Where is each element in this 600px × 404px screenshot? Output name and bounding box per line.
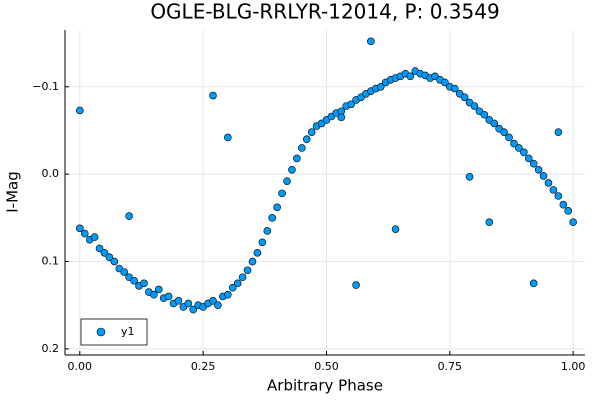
point bbox=[564, 207, 573, 215]
point bbox=[450, 84, 459, 93]
point bbox=[470, 102, 479, 110]
point bbox=[273, 203, 281, 212]
point bbox=[529, 159, 538, 168]
point bbox=[140, 279, 148, 288]
point bbox=[465, 172, 474, 181]
point bbox=[224, 133, 232, 142]
point bbox=[307, 128, 316, 137]
point bbox=[238, 273, 247, 282]
point bbox=[539, 172, 548, 180]
chart-title: OGLE-BLG-RRLYR-12014, P: 0.3549 bbox=[150, 0, 499, 24]
x-tick-label: 1.00 bbox=[561, 360, 586, 373]
point bbox=[544, 179, 553, 187]
point bbox=[376, 82, 385, 91]
x-tick-label: 0.50 bbox=[314, 360, 339, 373]
point bbox=[278, 189, 286, 198]
point bbox=[485, 218, 494, 227]
point bbox=[391, 225, 400, 233]
y-tick-label: −0.1 bbox=[32, 80, 59, 93]
point bbox=[233, 279, 242, 288]
point bbox=[549, 186, 558, 194]
point bbox=[302, 135, 311, 144]
point bbox=[76, 224, 84, 233]
point bbox=[214, 301, 222, 310]
point bbox=[524, 154, 533, 163]
point bbox=[288, 165, 296, 174]
point bbox=[76, 106, 84, 115]
point bbox=[283, 177, 291, 185]
point bbox=[105, 253, 114, 261]
point bbox=[505, 133, 513, 142]
point bbox=[268, 214, 277, 222]
point bbox=[554, 128, 563, 137]
legend-box bbox=[80, 318, 148, 346]
point bbox=[120, 268, 129, 276]
point bbox=[189, 305, 198, 314]
point bbox=[406, 72, 415, 81]
point bbox=[554, 192, 563, 200]
point bbox=[480, 110, 489, 119]
point bbox=[110, 257, 119, 266]
point bbox=[263, 227, 272, 235]
point bbox=[510, 139, 518, 148]
point bbox=[164, 292, 173, 301]
point bbox=[367, 37, 375, 46]
point bbox=[154, 285, 163, 294]
point bbox=[184, 299, 193, 308]
point bbox=[298, 144, 306, 152]
point bbox=[253, 248, 262, 257]
point bbox=[490, 119, 499, 128]
y-axis-label: I-Mag bbox=[4, 171, 22, 213]
point bbox=[293, 154, 301, 163]
point bbox=[559, 200, 568, 209]
x-tick-label: 0.25 bbox=[191, 360, 216, 373]
x-tick-label: 0.75 bbox=[438, 360, 463, 373]
point bbox=[337, 113, 346, 122]
point bbox=[258, 238, 267, 247]
point bbox=[228, 283, 237, 292]
point bbox=[529, 279, 538, 288]
point bbox=[95, 244, 104, 253]
y-tick-label: 0.1 bbox=[42, 255, 60, 268]
point bbox=[500, 128, 508, 137]
point bbox=[130, 276, 138, 285]
point bbox=[209, 91, 217, 100]
point bbox=[224, 290, 232, 299]
point bbox=[243, 266, 252, 275]
y-tick-label: 0.0 bbox=[42, 167, 60, 180]
point bbox=[100, 248, 109, 257]
x-axis-label: Arbitrary Phase bbox=[267, 377, 383, 395]
point bbox=[150, 290, 158, 299]
point bbox=[515, 144, 523, 152]
point bbox=[80, 229, 89, 238]
point bbox=[90, 233, 99, 241]
point bbox=[174, 297, 183, 305]
point bbox=[460, 93, 469, 102]
point bbox=[352, 281, 360, 289]
point bbox=[441, 78, 449, 87]
point bbox=[520, 148, 528, 157]
legend-marker bbox=[96, 327, 106, 337]
point bbox=[248, 257, 257, 266]
point bbox=[125, 212, 133, 220]
x-tick-label: 0.00 bbox=[68, 360, 93, 373]
point bbox=[569, 218, 577, 227]
point bbox=[534, 165, 543, 174]
y-tick-label: 0.2 bbox=[42, 342, 60, 355]
legend-label: y1 bbox=[121, 325, 135, 338]
point bbox=[209, 297, 217, 305]
point bbox=[347, 100, 355, 109]
